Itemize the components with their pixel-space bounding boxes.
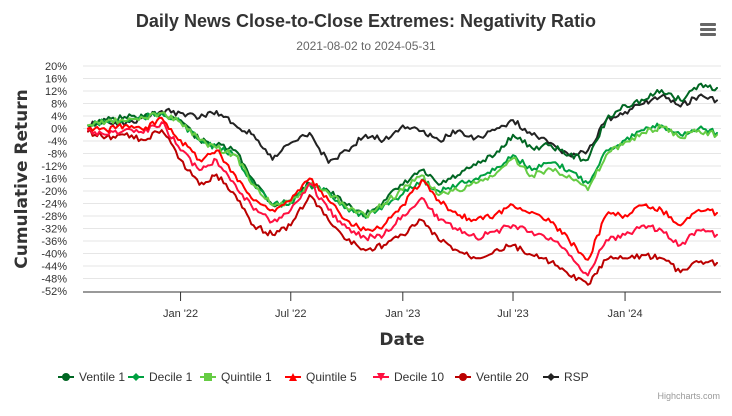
y-tick-label: -40% xyxy=(41,249,67,261)
x-tick-label: Jul '22 xyxy=(275,308,306,320)
y-tick-label: -52% xyxy=(41,286,67,298)
legend-label: Ventile 1 xyxy=(79,370,125,384)
credits-link[interactable]: Highcharts.com xyxy=(657,391,720,401)
y-tick-label: -20% xyxy=(41,186,67,198)
legend-item-quintile-1[interactable]: Quintile 1 xyxy=(200,370,272,384)
x-tick-label: Jul '23 xyxy=(497,308,528,320)
y-tick-label: 0% xyxy=(51,124,67,136)
y-tick-label: -12% xyxy=(41,161,67,173)
legend: Ventile 1 Decile 1 Quintile 1 Quintile 5 Dec… xyxy=(58,370,589,384)
legend-marker-circle-icon xyxy=(459,373,467,381)
y-tick-label: -24% xyxy=(41,199,67,211)
y-tick-label: -48% xyxy=(41,274,67,286)
series-line-decile-10 xyxy=(87,121,718,277)
legend-label: Ventile 20 xyxy=(476,370,529,384)
y-tick-label: 4% xyxy=(51,111,67,123)
y-tick-label: -28% xyxy=(41,211,67,223)
menu-bar xyxy=(700,33,716,36)
series-line-ventile-20 xyxy=(87,128,718,286)
hamburger-menu-icon[interactable] xyxy=(696,18,720,40)
x-tick-label: Jan '23 xyxy=(385,308,420,320)
y-axis-title: Cumulative Return xyxy=(12,89,32,269)
legend-item-ventile-1[interactable]: Ventile 1 xyxy=(58,370,125,384)
chart-subtitle: 2021-08-02 to 2024-05-31 xyxy=(296,39,436,53)
gridlines xyxy=(83,65,721,279)
y-tick-label: -8% xyxy=(47,149,67,161)
menu-bar xyxy=(700,23,716,26)
legend-label: Decile 1 xyxy=(149,370,193,384)
x-tick-label: Jan '24 xyxy=(607,308,642,320)
legend-marker-triangle-down-icon xyxy=(377,373,385,381)
y-tick-label: 12% xyxy=(45,86,67,98)
legend-marker-circle-icon xyxy=(62,373,70,381)
series-line-rsp xyxy=(87,93,718,164)
y-tick-label: -44% xyxy=(41,261,67,273)
series-line-quintile-5 xyxy=(87,116,718,261)
legend-marker-diamond-icon xyxy=(547,373,555,381)
legend-item-decile-10[interactable]: Decile 10 xyxy=(373,370,444,384)
legend-label: RSP xyxy=(564,370,589,384)
y-tick-label: -32% xyxy=(41,224,67,236)
y-tick-label: 20% xyxy=(45,61,67,73)
y-tick-label: -16% xyxy=(41,174,67,186)
y-tick-label: -4% xyxy=(47,136,67,148)
x-axis-title: Date xyxy=(379,330,424,350)
legend-item-decile-1[interactable]: Decile 1 xyxy=(128,370,193,384)
series-lines xyxy=(87,82,718,286)
legend-label: Quintile 5 xyxy=(306,370,357,384)
y-tick-label: 16% xyxy=(45,74,67,86)
legend-label: Quintile 1 xyxy=(221,370,272,384)
y-axis-labels: 20%16%12%8%4%0%-4%-8%-12%-16%-20%-24%-28… xyxy=(41,61,67,298)
legend-marker-square-icon xyxy=(204,373,212,381)
legend-item-rsp[interactable]: RSP xyxy=(543,370,589,384)
legend-item-ventile-20[interactable]: Ventile 20 xyxy=(455,370,529,384)
y-tick-label: -36% xyxy=(41,236,67,248)
menu-bar xyxy=(700,28,716,31)
chart-title: Daily News Close-to-Close Extremes: Nega… xyxy=(136,11,596,31)
x-axis-ticks: Jan '22 Jul '22 Jan '23 Jul '23 Jan '24 xyxy=(163,292,643,320)
series-line-quintile-1 xyxy=(87,111,718,219)
y-tick-label: 8% xyxy=(51,99,67,111)
x-tick-label: Jan '22 xyxy=(163,308,198,320)
legend-item-quintile-5[interactable]: Quintile 5 xyxy=(285,370,357,384)
legend-marker-triangle-icon xyxy=(289,373,297,381)
legend-label: Decile 10 xyxy=(394,370,444,384)
legend-marker-diamond-icon xyxy=(132,373,140,381)
